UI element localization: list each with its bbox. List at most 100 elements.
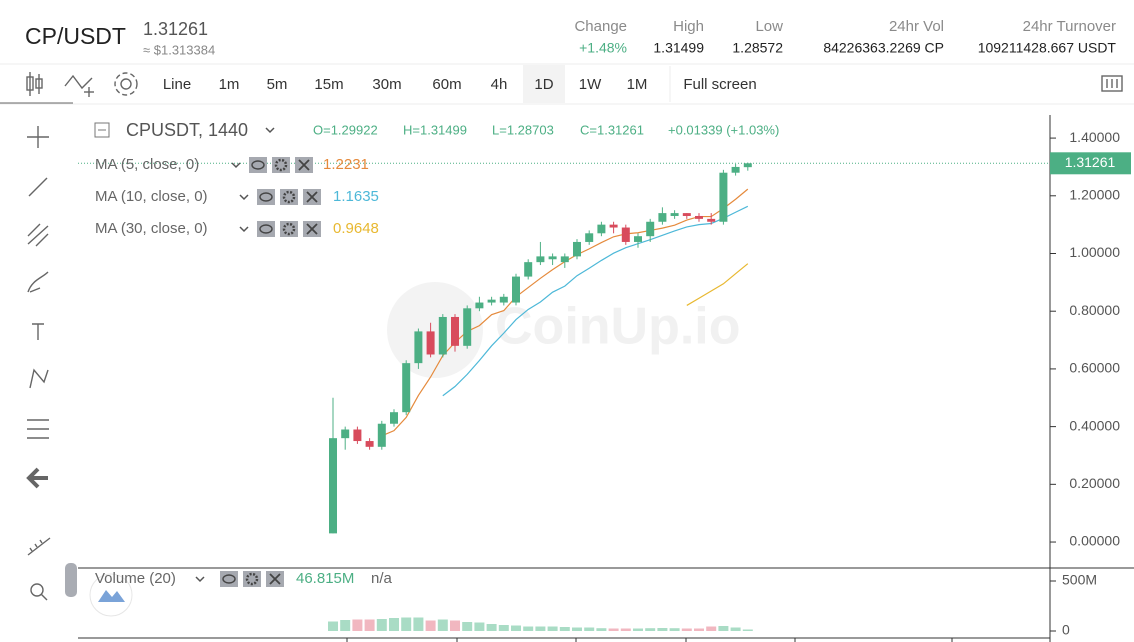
volume-bar — [584, 627, 595, 631]
volume-bar — [620, 628, 631, 631]
eye-icon — [259, 224, 273, 234]
ma-label: MA (5, close, 0) — [95, 156, 199, 173]
ma-value: 1.1635 — [333, 188, 379, 205]
eye-button[interactable] — [220, 571, 238, 587]
candle-body — [414, 331, 423, 364]
toolbar-item[interactable]: 1W — [579, 76, 602, 93]
volume-bar — [669, 628, 680, 631]
volume-bar — [389, 618, 399, 631]
candle-body — [426, 331, 435, 355]
caret[interactable] — [195, 576, 205, 583]
candle-body — [560, 256, 569, 263]
pair: CP/USDT — [25, 23, 126, 49]
volume-bar — [462, 622, 473, 631]
collapse-tab[interactable] — [65, 563, 77, 597]
stat-label: 24hr Turnover — [1023, 18, 1116, 35]
candle-body — [377, 423, 386, 447]
ma-line — [442, 205, 749, 397]
candle-body — [682, 213, 691, 216]
candle-body — [536, 256, 545, 263]
toolbar-item[interactable]: 5m — [267, 76, 288, 93]
volume-bar — [657, 628, 668, 631]
toolbar-item[interactable]: 1D — [534, 76, 553, 93]
volume-bar — [633, 628, 643, 631]
watermark: CoinUp.io — [495, 298, 741, 356]
volume-value: 46.815M — [296, 570, 354, 587]
volume-bar — [523, 626, 534, 631]
toolbar-item[interactable]: 1M — [627, 76, 648, 93]
volume-bar — [535, 626, 546, 631]
stat-value: 1.31499 — [653, 40, 704, 56]
candle-body — [707, 218, 716, 222]
toolbar-item[interactable]: 4h — [491, 76, 508, 93]
toolbar-item[interactable]: Line — [163, 76, 191, 93]
candle-body — [719, 172, 728, 222]
caret[interactable] — [239, 194, 249, 201]
volume-tick-label: 0 — [1062, 622, 1070, 638]
volume-bar — [425, 620, 436, 631]
back-arrow[interactable] — [26, 467, 48, 489]
ma-line — [686, 263, 749, 306]
caret[interactable] — [239, 226, 249, 233]
toolbar-item[interactable]: 1m — [219, 76, 240, 93]
volume-bar — [547, 626, 558, 631]
volume-bar — [694, 628, 704, 631]
drawing-tools[interactable] — [27, 126, 51, 601]
eye-button[interactable] — [257, 189, 275, 205]
toolbar-item[interactable]: 30m — [372, 76, 401, 93]
candle-body — [524, 262, 533, 277]
logo — [98, 590, 125, 602]
gear-icon — [274, 158, 288, 172]
volume-label: Volume (20) — [95, 570, 176, 587]
candle-body — [475, 302, 484, 309]
volume-bar — [559, 627, 570, 631]
toolbar-item[interactable]: 60m — [432, 76, 461, 93]
candle-body — [670, 213, 679, 216]
caret[interactable] — [231, 162, 241, 169]
candle-body — [451, 316, 459, 346]
candle-icon[interactable] — [26, 72, 43, 96]
stat-value: +1.48% — [579, 40, 627, 56]
ohlc-value: +0.01339 (+1.03%) — [668, 122, 779, 137]
stat-label: Low — [755, 18, 783, 35]
ma-value: 0.9648 — [333, 220, 379, 237]
volume-bar — [450, 620, 460, 631]
volume-bar — [401, 617, 412, 631]
settings-icon[interactable] — [114, 72, 138, 96]
caret[interactable] — [265, 127, 275, 134]
toolbar-item[interactable]: 15m — [314, 76, 343, 93]
close-icon — [306, 191, 318, 203]
chart-type-icon[interactable] — [1101, 75, 1123, 92]
volume-bar — [572, 627, 582, 631]
y-tick-label: 1.40000 — [1069, 129, 1120, 145]
eye-button[interactable] — [257, 221, 275, 237]
candle-body — [573, 241, 581, 257]
candle-body — [463, 308, 472, 346]
stat-value: 1.28572 — [732, 40, 783, 56]
candle-body — [609, 224, 618, 228]
candle-body — [646, 221, 655, 237]
candle-body — [585, 233, 594, 242]
collapse-legend[interactable] — [94, 122, 110, 138]
volume-bar — [596, 628, 607, 631]
eye-button[interactable] — [249, 157, 267, 173]
y-tick-label: 0.40000 — [1069, 417, 1120, 433]
y-tick-label: 0.00000 — [1069, 533, 1120, 549]
y-tick-label: 0.20000 — [1069, 475, 1120, 491]
stat-label: Change — [574, 18, 627, 35]
gear-icon — [245, 572, 259, 586]
ma-value: 1.2231 — [323, 156, 369, 173]
toolbar-item[interactable]: Full screen — [683, 76, 756, 93]
volume-bar — [718, 626, 729, 631]
last-price-label: 1.31261 — [1065, 154, 1116, 170]
candle-body — [499, 296, 508, 303]
volume-bar — [352, 619, 363, 631]
close-icon — [269, 573, 281, 585]
volume-bar — [608, 628, 619, 631]
eye-icon — [251, 160, 265, 170]
indicator-icon[interactable] — [64, 74, 94, 97]
eye-icon — [259, 192, 273, 202]
volume-bar — [328, 621, 338, 631]
volume-bar — [730, 627, 741, 631]
